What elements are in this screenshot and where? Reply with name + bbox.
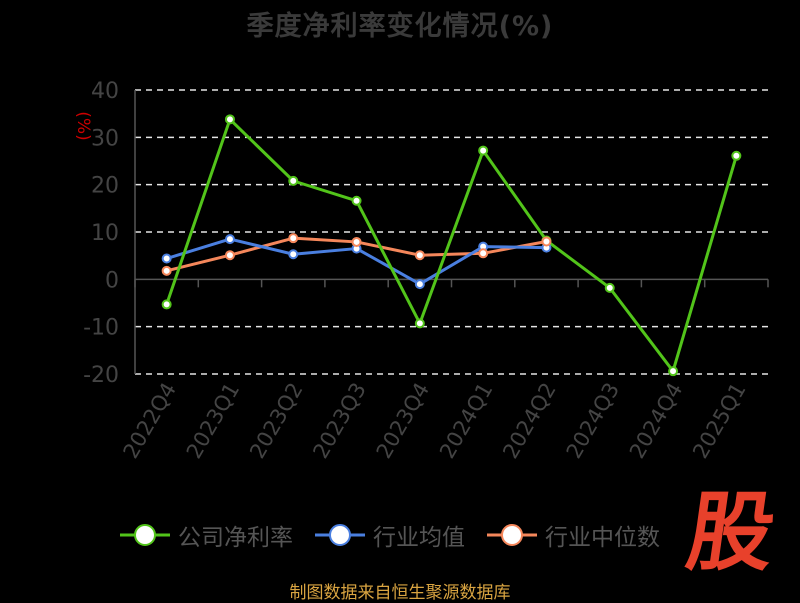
data-point <box>161 265 172 276</box>
legend-swatch-icon <box>487 524 537 546</box>
legend-item[interactable]: 行业均值 <box>315 518 465 552</box>
data-point <box>541 236 552 247</box>
x-tick-label: 2024Q4 <box>625 379 687 463</box>
x-tick-label: 2023Q4 <box>372 378 434 462</box>
data-point <box>161 253 172 264</box>
legend-swatch-icon <box>120 524 170 546</box>
x-tick-label: 2023Q2 <box>245 379 307 463</box>
data-point <box>351 195 362 206</box>
y-tick-label: 0 <box>105 268 119 293</box>
series-line <box>165 117 738 373</box>
chart-title: 季度净利率变化情况(%) <box>246 11 554 42</box>
y-tick-label: 30 <box>91 126 119 151</box>
legend-swatch-icon <box>315 524 365 546</box>
legend-item[interactable]: 行业中位数 <box>487 518 660 552</box>
x-tick-label: 2023Q1 <box>182 379 244 463</box>
x-tick-label: 2024Q3 <box>562 379 624 463</box>
data-point <box>414 250 425 261</box>
y-tick-label: -10 <box>83 316 119 341</box>
data-point <box>668 366 679 377</box>
legend-label: 行业均值 <box>373 525 465 551</box>
data-point <box>478 248 489 259</box>
data-point <box>224 234 235 245</box>
data-source-note: 制图数据来自恒生聚源数据库 <box>289 583 511 603</box>
x-tick-label: 2024Q2 <box>498 379 560 463</box>
data-point <box>161 299 172 310</box>
x-tick-label: 2023Q3 <box>308 379 370 463</box>
y-tick-label: 10 <box>91 221 119 246</box>
legend-item[interactable]: 公司净利率 <box>120 518 293 552</box>
data-point <box>224 114 235 125</box>
data-point <box>224 250 235 261</box>
y-axis-unit-label: (%) <box>73 111 93 140</box>
logo: 股 <box>680 483 782 583</box>
legend-label: 公司净利率 <box>178 525 293 551</box>
data-point <box>288 249 299 260</box>
grid-layer <box>135 89 768 375</box>
data-point <box>414 318 425 329</box>
y-tick-label: 40 <box>91 79 119 104</box>
data-point <box>604 282 615 293</box>
y-tick-label: 20 <box>91 174 119 199</box>
data-point <box>351 236 362 247</box>
legend: 公司净利率 行业均值 行业中位数 <box>120 518 660 552</box>
x-tick-label: 2025Q1 <box>688 379 750 463</box>
data-point <box>288 175 299 186</box>
y-tick-label: -20 <box>83 363 119 388</box>
data-point <box>478 145 489 156</box>
data-point <box>731 150 742 161</box>
data-point <box>288 233 299 244</box>
x-tick-label: 2022Q4 <box>119 379 181 463</box>
data-point <box>414 279 425 290</box>
legend-label: 行业中位数 <box>545 525 660 551</box>
series-layer <box>161 114 742 377</box>
x-tick-label: 2024Q1 <box>435 379 497 463</box>
